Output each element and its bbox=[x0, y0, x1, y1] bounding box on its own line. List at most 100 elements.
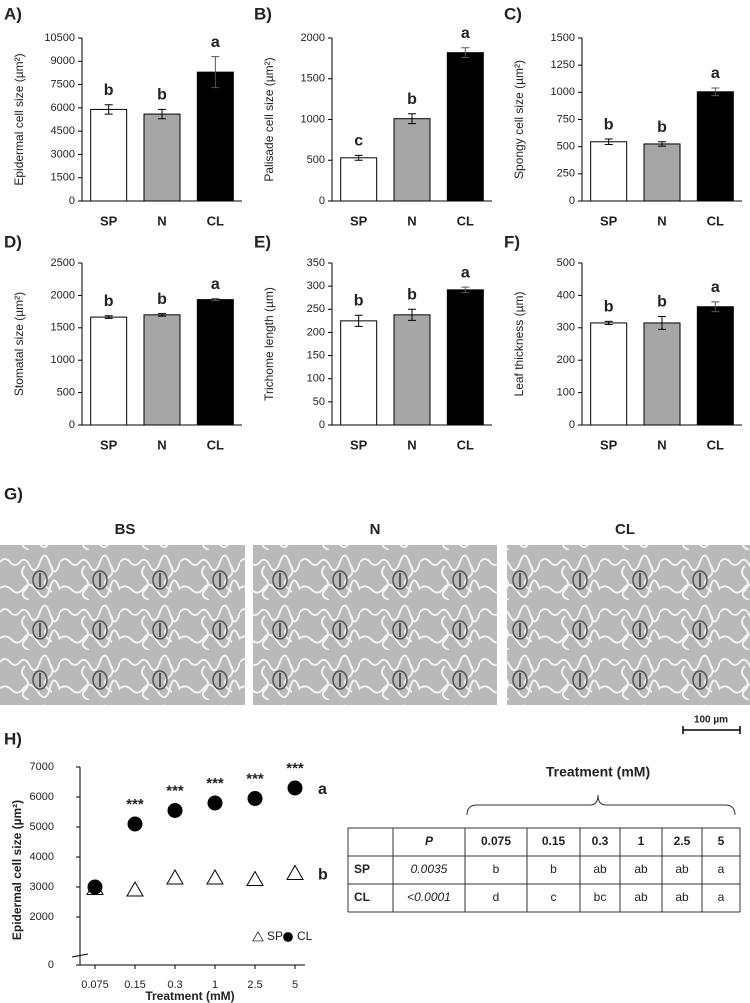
panel-label: E) bbox=[254, 232, 271, 251]
y-tick-label: 200 bbox=[557, 354, 575, 366]
table-cell: ab bbox=[675, 862, 689, 876]
error-bar bbox=[711, 87, 720, 97]
x-tick-label: N bbox=[157, 437, 166, 452]
x-tick-label: 5 bbox=[292, 979, 298, 991]
table-cell: ab bbox=[675, 890, 689, 904]
x-tick-label: 0.3 bbox=[167, 979, 182, 991]
y-tick-label: 50 bbox=[313, 396, 325, 408]
letter-label: a bbox=[211, 276, 220, 293]
letter-label: b bbox=[657, 294, 667, 311]
y-tick-label: 350 bbox=[307, 257, 325, 269]
x-tick-label: SP bbox=[600, 213, 618, 228]
y-tick-label: 300 bbox=[557, 322, 575, 334]
marker-triangle bbox=[286, 864, 304, 880]
marker-circle bbox=[127, 816, 143, 832]
table-cell: <0.0001 bbox=[407, 890, 451, 904]
bar bbox=[340, 320, 378, 426]
x-axis-label: Treatment (mM) bbox=[145, 989, 234, 1003]
letter-label: b bbox=[318, 867, 328, 884]
y-tick-label: 3000 bbox=[51, 148, 75, 160]
table-cell: b bbox=[493, 862, 500, 876]
image-label: BS bbox=[115, 521, 136, 538]
bar bbox=[446, 52, 484, 202]
x-tick-label: 0.15 bbox=[124, 979, 145, 991]
x-tick-label: SP bbox=[350, 437, 368, 452]
y-tick-label: 400 bbox=[557, 289, 575, 301]
marker-circle bbox=[207, 795, 223, 811]
table-title: Treatment (mM) bbox=[546, 764, 650, 780]
y-tick-label: 1500 bbox=[51, 322, 75, 334]
y-tick-label: 250 bbox=[557, 168, 575, 180]
marker-triangle bbox=[126, 880, 144, 897]
legend-marker bbox=[252, 931, 264, 942]
y-tick-label: 2000 bbox=[301, 32, 325, 44]
y-tick-label: 750 bbox=[557, 113, 575, 125]
letter-label: c bbox=[354, 133, 363, 150]
error-bar bbox=[104, 315, 113, 319]
y-tick-label: 500 bbox=[307, 154, 325, 166]
y-tick-label: 1000 bbox=[51, 354, 75, 366]
letter-label: b bbox=[104, 82, 114, 99]
y-tick-label: 10500 bbox=[44, 32, 75, 44]
letter-label: a bbox=[711, 65, 720, 82]
bar bbox=[590, 141, 628, 202]
marker-circle bbox=[287, 780, 303, 796]
y-tick-label: 4500 bbox=[51, 125, 75, 137]
letter-label: b bbox=[157, 87, 167, 104]
marker-triangle bbox=[246, 870, 264, 886]
y-tick-label: 9000 bbox=[51, 55, 75, 67]
error-bar bbox=[461, 47, 470, 59]
y-tick-label: 0 bbox=[319, 195, 325, 207]
y-tick-label: 100 bbox=[557, 387, 575, 399]
bar bbox=[590, 322, 628, 426]
x-tick-label: N bbox=[407, 437, 416, 452]
error-bar bbox=[658, 141, 666, 147]
letter-label: b bbox=[157, 291, 167, 308]
y-axis-label: Leaf thickness (µm) bbox=[512, 292, 526, 397]
table-cell: b bbox=[550, 862, 557, 876]
row-header: CL bbox=[354, 890, 370, 904]
y-axis-label: Stomatal size (µm²) bbox=[12, 292, 26, 396]
column-header: 0.3 bbox=[592, 834, 609, 848]
y-tick-label: 250 bbox=[307, 303, 325, 315]
table: Treatment (mM) bbox=[466, 764, 736, 816]
letter-label: a bbox=[318, 781, 327, 798]
x-tick-label: 0.075 bbox=[81, 979, 109, 991]
x-tick-label: CL bbox=[207, 437, 224, 452]
letter-label: b bbox=[604, 299, 614, 316]
y-tick-label: 6000 bbox=[30, 791, 54, 803]
micrograph bbox=[0, 545, 245, 705]
bar bbox=[393, 314, 431, 426]
scale-label: 100 µm bbox=[694, 715, 728, 726]
image-label: CL bbox=[615, 521, 635, 538]
significance-label: *** bbox=[246, 770, 264, 787]
error-bar bbox=[604, 138, 613, 145]
y-axis-label: Palisade cell size (µm²) bbox=[262, 57, 276, 181]
bar bbox=[643, 143, 681, 202]
x-tick-label: SP bbox=[350, 213, 368, 228]
marker-circle bbox=[167, 803, 183, 818]
x-tick-label: 1 bbox=[212, 979, 218, 991]
significance-label: *** bbox=[286, 760, 304, 777]
error-bar bbox=[211, 298, 220, 302]
y-tick-label: 0 bbox=[69, 195, 75, 207]
x-tick-label: N bbox=[157, 213, 166, 228]
x-tick-label: CL bbox=[207, 213, 224, 228]
marker-circle bbox=[247, 791, 263, 806]
table-cell: a bbox=[718, 890, 725, 904]
y-tick-label: 2500 bbox=[51, 257, 75, 269]
scale-bar bbox=[682, 726, 741, 734]
letter-label: b bbox=[354, 293, 364, 310]
error-bar bbox=[604, 320, 613, 326]
column-header: 0.15 bbox=[542, 834, 566, 848]
y-axis-label: Trichome length (µm) bbox=[262, 287, 276, 401]
x-tick-label: SP bbox=[100, 437, 118, 452]
table-cell: bc bbox=[594, 890, 607, 904]
table-cell: ab bbox=[634, 890, 648, 904]
x-tick-label: SP bbox=[100, 213, 118, 228]
bar bbox=[696, 91, 734, 202]
column-header: 1 bbox=[638, 834, 645, 848]
y-tick-label: 7000 bbox=[30, 761, 54, 773]
table-cell: 0.0035 bbox=[411, 862, 448, 876]
error-bar bbox=[461, 286, 470, 294]
